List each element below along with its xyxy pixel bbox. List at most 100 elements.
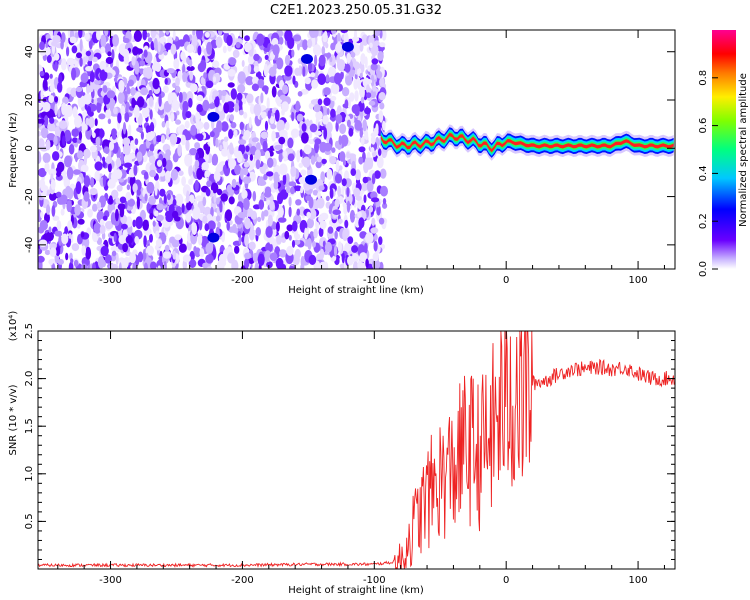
heatmap-noise-cell <box>104 66 113 73</box>
heatmap-noise-cell <box>316 197 325 209</box>
heatmap-noise-cell <box>156 203 164 211</box>
heatmap-noise-cell <box>217 259 227 268</box>
heatmap-noise-cell <box>256 33 265 46</box>
heatmap-noise-cell <box>76 150 84 160</box>
heatmap-noise-cell <box>186 201 192 211</box>
heatmap-noise-cell <box>355 169 361 181</box>
heatmap-noise-cell <box>376 155 384 169</box>
heatmap-noise-cell <box>214 95 220 108</box>
heatmap-noise-cell <box>310 99 319 105</box>
heatmap-noise-cell <box>255 227 261 237</box>
heatmap-noise-cell <box>172 152 179 163</box>
heatmap-noise-cell <box>318 54 326 67</box>
heatmap-x-tick-label: -100 <box>363 275 386 286</box>
snr-y-ticks: 0.5 1.0 1.5 2.0 2.5 <box>24 323 675 560</box>
heatmap-noise-cell <box>237 230 242 238</box>
heatmap-noise-cell <box>108 141 115 151</box>
heatmap-noise-cell <box>72 137 78 144</box>
heatmap-noise-cell <box>39 70 45 77</box>
heatmap-noise-cell <box>67 187 74 200</box>
heatmap-noise-cell <box>316 156 322 163</box>
heatmap-noise-cell <box>164 42 173 50</box>
heatmap-noise-cell <box>54 52 60 61</box>
heatmap-noise-cell <box>252 76 259 85</box>
heatmap-noise-cell <box>292 75 296 85</box>
heatmap-noise-cell <box>38 130 42 137</box>
heatmap-noise-cell <box>42 152 51 164</box>
heatmap-noise-cell <box>170 168 179 181</box>
heatmap-noise-cell <box>134 111 140 119</box>
heatmap-noise-cell <box>334 173 343 184</box>
heatmap-noise-cell <box>347 255 354 266</box>
heatmap-noise-cell <box>370 89 376 99</box>
heatmap-noise-cell <box>38 239 48 248</box>
heatmap-noise-cell <box>288 206 292 218</box>
heatmap-noise-cell <box>155 239 163 247</box>
colorbar-tick-label: 0.6 <box>698 118 709 134</box>
heatmap-noise-cell <box>312 189 319 196</box>
heatmap-noise-cell <box>139 60 146 67</box>
heatmap-noise-cell <box>269 237 273 245</box>
heatmap-noise-cell <box>121 48 130 58</box>
heatmap-noise-cell <box>132 262 137 269</box>
heatmap-noise-cell <box>85 66 93 72</box>
colorbar-tick-label: 0.2 <box>698 213 709 229</box>
heatmap-noise-cell <box>123 162 133 168</box>
heatmap-noise-cell <box>370 63 378 71</box>
heatmap-noise-cell <box>248 49 254 57</box>
heatmap-noise-cell <box>258 180 267 186</box>
heatmap-noise-cell <box>188 97 193 108</box>
heatmap-noise-cell <box>243 162 250 168</box>
heatmap-noise-cells <box>38 30 388 269</box>
heatmap-noise-cell <box>346 52 352 64</box>
heatmap-noise-cell <box>369 42 373 49</box>
heatmap-noise-cell <box>148 195 157 205</box>
heatmap-noise-cell <box>211 153 219 166</box>
heatmap-noise-cell <box>124 112 130 123</box>
heatmap-noise-cell <box>300 263 305 269</box>
heatmap-noise-cell <box>146 32 150 38</box>
heatmap-noise-cell <box>38 248 43 255</box>
heatmap-noise-cell <box>296 113 304 122</box>
heatmap-noise-cell <box>114 169 123 180</box>
heatmap-noise-cell <box>354 90 359 102</box>
heatmap-noise-cell <box>217 221 221 229</box>
heatmap-noise-cell <box>52 151 60 161</box>
heatmap-noise-cell <box>99 218 105 227</box>
heatmap-noise-cell <box>136 127 144 133</box>
heatmap-noise-cell <box>149 233 153 243</box>
heatmap-noise-cell <box>284 121 290 131</box>
heatmap-noise-cell <box>264 120 269 131</box>
heatmap-noise-cell <box>73 259 79 267</box>
heatmap-noise-cell <box>278 153 283 163</box>
heatmap-noise-cell <box>46 133 56 141</box>
heatmap-noise-cell <box>353 61 360 69</box>
heatmap-noise-cell <box>307 237 312 250</box>
heatmap-noise-cell <box>237 71 246 84</box>
heatmap-noise-cell <box>333 72 342 85</box>
heatmap-x-tick-label: -300 <box>99 275 122 286</box>
heatmap-noise-cell <box>241 60 245 67</box>
heatmap-noise-cell <box>54 61 58 72</box>
heatmap-noise-cell <box>143 262 148 269</box>
heatmap-noise-cell <box>75 181 82 195</box>
heatmap-noise-cell <box>248 116 252 129</box>
heatmap-noise-cell <box>137 251 144 263</box>
heatmap-noise-cell <box>340 30 348 34</box>
snr-x-tick-label: 100 <box>629 575 648 586</box>
snr-x-tick-label: -100 <box>363 575 386 586</box>
heatmap-noise-cell <box>175 193 184 206</box>
heatmap-noise-cell <box>130 140 135 150</box>
heatmap-noise-cell <box>221 232 226 243</box>
heatmap-noise-cell <box>335 255 340 262</box>
heatmap-noise-cell <box>360 53 366 65</box>
heatmap-noise-cell <box>117 91 125 104</box>
heatmap-noise-cell <box>247 54 255 65</box>
heatmap-noise-cell <box>57 258 64 265</box>
heatmap-noise-cell <box>40 88 44 100</box>
heatmap-noise-cell <box>89 188 98 196</box>
heatmap-noise-cell <box>228 196 235 205</box>
heatmap-noise-cell <box>257 253 265 266</box>
heatmap-noise-cell <box>93 222 102 234</box>
heatmap-noise-cell <box>64 226 69 235</box>
